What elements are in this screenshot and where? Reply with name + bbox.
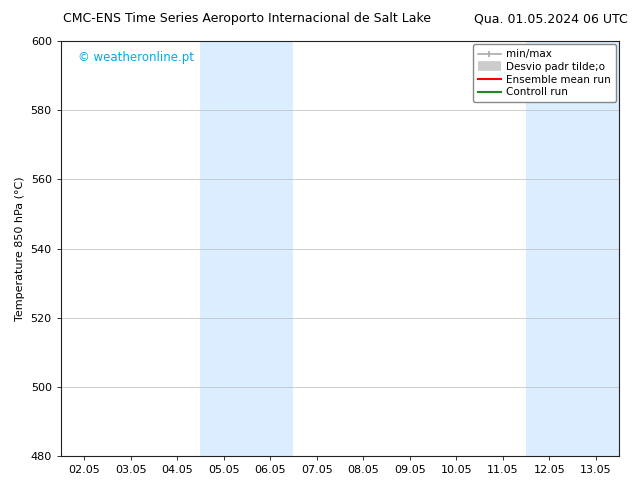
Bar <box>526 41 619 456</box>
Text: CMC-ENS Time Series Aeroporto Internacional de Salt Lake: CMC-ENS Time Series Aeroporto Internacio… <box>63 12 431 25</box>
Text: © weatheronline.pt: © weatheronline.pt <box>77 51 193 64</box>
Y-axis label: Temperature 850 hPa (°C): Temperature 850 hPa (°C) <box>15 176 25 321</box>
Legend: min/max, Desvio padr tilde;o, Ensemble mean run, Controll run: min/max, Desvio padr tilde;o, Ensemble m… <box>472 44 616 102</box>
Text: Qua. 01.05.2024 06 UTC: Qua. 01.05.2024 06 UTC <box>474 12 628 25</box>
Bar <box>200 41 294 456</box>
